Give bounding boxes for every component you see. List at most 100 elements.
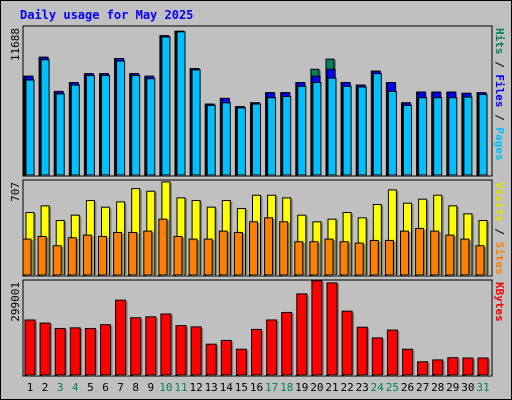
kbytes-bar-10 — [160, 313, 172, 376]
day-label-27: 27 — [416, 381, 429, 394]
day-label-26: 26 — [401, 381, 414, 394]
pages-bar-28 — [433, 97, 443, 176]
pages-bar-15 — [236, 107, 246, 176]
legend-kbytes: KBytes — [493, 282, 506, 322]
sites-bar-28 — [430, 230, 440, 276]
day-label-10: 10 — [159, 381, 172, 394]
pages-bar-24 — [372, 73, 382, 176]
axis-max-top: 11688 — [9, 28, 22, 61]
sites-bar-31 — [475, 245, 485, 276]
pages-bar-31 — [478, 94, 488, 176]
axis-max-middle: 707 — [9, 182, 22, 202]
axis-max-bottom: 299001 — [9, 282, 22, 322]
day-label-20: 20 — [310, 381, 323, 394]
kbytes-bar-21 — [326, 282, 338, 376]
legend-visits-sites: Visits / Sites — [493, 182, 506, 275]
sites-bar-13 — [203, 238, 213, 276]
sites-bar-25 — [384, 239, 394, 276]
kbytes-bar-29 — [447, 357, 459, 376]
kbytes-bar-20 — [311, 280, 323, 376]
kbytes-bar-30 — [462, 357, 474, 376]
kbytes-bar-12 — [190, 326, 202, 376]
day-label-3: 3 — [57, 381, 64, 394]
sites-bar-10 — [158, 218, 168, 276]
legend-part-legend-middle-2: Sites — [493, 242, 506, 275]
pages-bar-22 — [342, 85, 352, 176]
pages-bar-16 — [252, 103, 261, 176]
day-label-19: 19 — [295, 381, 308, 394]
pages-bar-29 — [448, 97, 458, 176]
pages-bar-1 — [25, 79, 35, 176]
sites-bar-23 — [354, 242, 364, 276]
pages-bar-18 — [282, 95, 292, 176]
day-label-14: 14 — [220, 381, 234, 394]
sites-bar-18 — [279, 221, 289, 276]
day-label-4: 4 — [72, 381, 79, 394]
day-label-11: 11 — [174, 381, 187, 394]
pages-bar-20 — [312, 82, 322, 176]
day-label-18: 18 — [280, 381, 293, 394]
sites-bar-29 — [445, 234, 455, 276]
legend-part-legend-middle-1: / — [493, 222, 506, 242]
sites-bar-15 — [233, 231, 243, 276]
day-label-23: 23 — [356, 381, 369, 394]
day-label-9: 9 — [147, 381, 154, 394]
sites-bar-12 — [188, 238, 198, 276]
day-label-25: 25 — [386, 381, 399, 394]
day-label-7: 7 — [117, 381, 124, 394]
sites-bar-17 — [264, 217, 274, 276]
pages-bar-13 — [206, 104, 216, 176]
kbytes-bar-18 — [281, 311, 293, 376]
sites-bar-21 — [324, 238, 334, 276]
legend-part-legend-bottom-0: KBytes — [493, 282, 506, 322]
sites-bar-24 — [369, 239, 379, 276]
day-label-24: 24 — [371, 381, 385, 394]
pages-bar-3 — [55, 93, 65, 176]
legend-hits-files-pages: Hits / Files / Pages — [493, 28, 506, 161]
chart-title: Daily usage for May 2025 — [20, 8, 193, 22]
kbytes-bar-15 — [235, 348, 247, 376]
day-label-5: 5 — [87, 381, 94, 394]
sites-bar-20 — [309, 241, 319, 276]
kbytes-bar-8 — [130, 317, 142, 376]
sites-bar-14 — [218, 230, 228, 276]
sites-bar-9 — [143, 230, 153, 276]
sites-bar-27 — [415, 227, 425, 276]
pages-bar-26 — [403, 104, 412, 176]
pages-bar-6 — [101, 75, 110, 176]
kbytes-bar-16 — [251, 328, 262, 376]
sites-bar-8 — [128, 231, 138, 276]
kbytes-bar-7 — [115, 299, 127, 376]
legend-part-legend-top-4: Pages — [493, 127, 506, 160]
kbytes-bar-23 — [356, 326, 368, 376]
day-label-13: 13 — [205, 381, 218, 394]
day-label-22: 22 — [340, 381, 353, 394]
kbytes-bar-19 — [296, 293, 308, 376]
kbytes-bar-11 — [175, 325, 187, 376]
sites-bar-5 — [82, 234, 92, 276]
kbytes-bar-13 — [205, 343, 217, 376]
kbytes-bar-26 — [402, 348, 413, 376]
pages-bar-25 — [387, 90, 397, 176]
pages-bar-19 — [297, 85, 307, 176]
sites-bar-11 — [173, 235, 183, 276]
pages-bar-21 — [327, 77, 337, 176]
kbytes-bar-27 — [417, 361, 429, 376]
day-label-30: 30 — [461, 381, 474, 394]
day-label-31: 31 — [476, 381, 489, 394]
day-label-1: 1 — [27, 381, 34, 394]
kbytes-bar-9 — [145, 316, 157, 376]
day-label-12: 12 — [189, 381, 202, 394]
day-label-17: 17 — [265, 381, 278, 394]
kbytes-bar-4 — [69, 327, 81, 376]
pages-bar-27 — [418, 97, 428, 176]
day-label-8: 8 — [132, 381, 139, 394]
legend-part-legend-top-3: / — [493, 108, 506, 128]
kbytes-bar-14 — [220, 339, 232, 376]
pages-bar-12 — [191, 69, 201, 176]
legend-part-legend-middle-0: Visits — [493, 182, 506, 222]
legend-part-legend-top-1: / — [493, 55, 506, 75]
pages-bar-10 — [161, 36, 171, 176]
pages-bar-4 — [70, 84, 80, 176]
